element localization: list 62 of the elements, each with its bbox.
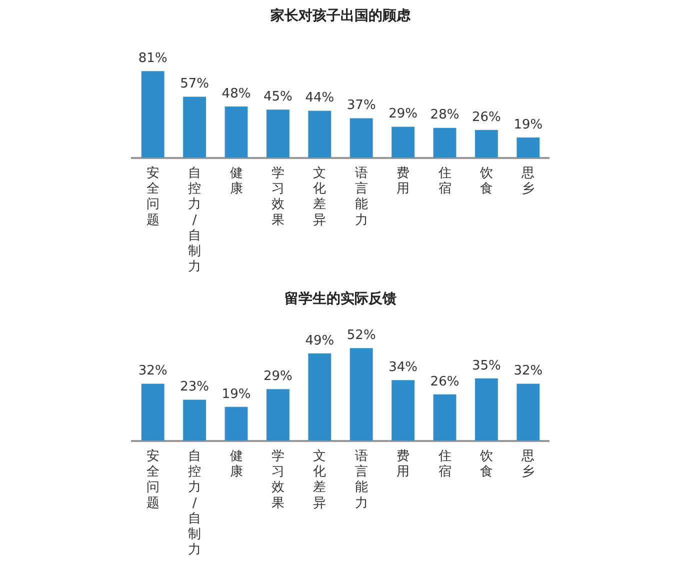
x-tick-label: 安全问题	[146, 164, 160, 228]
data-label: 49%	[305, 333, 334, 348]
x-tick-label: 语言能力	[354, 448, 368, 511]
bar	[224, 106, 248, 158]
data-label: 37%	[346, 98, 376, 114]
data-label: 81%	[138, 51, 168, 66]
bar	[224, 406, 248, 441]
data-label: 34%	[388, 360, 418, 376]
bar	[516, 137, 540, 158]
bar	[474, 130, 498, 158]
data-label: 32%	[138, 364, 168, 379]
bar	[350, 118, 373, 158]
x-tick-label: 文化差异	[313, 166, 326, 228]
x-tick-label: 语言能力	[354, 166, 368, 228]
x-tick-label: 安全问题	[146, 448, 160, 511]
x-tick-label: 饮食	[478, 448, 493, 480]
data-label: 45%	[263, 90, 292, 105]
data-label: 29%	[388, 106, 418, 122]
x-tick-label: 费用	[396, 166, 410, 197]
x-tick-label: 饮食	[478, 166, 493, 197]
data-label: 26%	[430, 374, 460, 390]
data-label: 19%	[222, 386, 251, 402]
data-label: 57%	[180, 76, 210, 92]
data-label: 44%	[305, 90, 334, 106]
bar	[474, 378, 498, 441]
bar	[516, 384, 540, 441]
x-tick-label: 健康	[230, 166, 243, 197]
data-label: 32%	[514, 364, 543, 379]
bar	[350, 348, 373, 441]
data-label: 35%	[472, 358, 501, 374]
data-label: 23%	[180, 380, 210, 395]
x-tick-label: 文化差异	[313, 448, 326, 511]
data-label: 29%	[263, 368, 292, 384]
x-tick-label: 思乡	[520, 448, 535, 480]
bar	[308, 353, 332, 441]
chart-title: 家长对孩子出国的顾虑	[270, 7, 412, 24]
bar	[433, 128, 456, 158]
x-tick-label: 费用	[396, 448, 410, 480]
bar	[392, 126, 415, 158]
bar	[308, 110, 332, 158]
bar	[433, 394, 456, 441]
x-tick-label: 自控力/自制力	[188, 166, 202, 275]
bar	[183, 96, 206, 158]
x-tick-label: 思乡	[520, 166, 535, 197]
bar	[141, 384, 164, 441]
x-tick-label: 住宿	[437, 448, 452, 480]
bar	[266, 110, 290, 158]
x-tick-label: 学习效果	[271, 166, 284, 228]
bar	[266, 389, 290, 441]
data-label: 48%	[222, 86, 251, 102]
x-tick-label: 学习效果	[271, 448, 284, 511]
chart-title: 留学生的实际反馈	[284, 290, 396, 308]
bar	[183, 400, 206, 441]
x-tick-label: 自控力/自制力	[188, 448, 202, 558]
data-label: 19%	[514, 117, 543, 132]
x-tick-label: 健康	[230, 448, 243, 480]
x-tick-label: 住宿	[437, 166, 452, 197]
data-label: 26%	[472, 110, 501, 125]
bar	[141, 71, 164, 158]
data-label: 28%	[430, 108, 460, 123]
data-label: 52%	[346, 328, 376, 343]
bar	[392, 380, 415, 441]
